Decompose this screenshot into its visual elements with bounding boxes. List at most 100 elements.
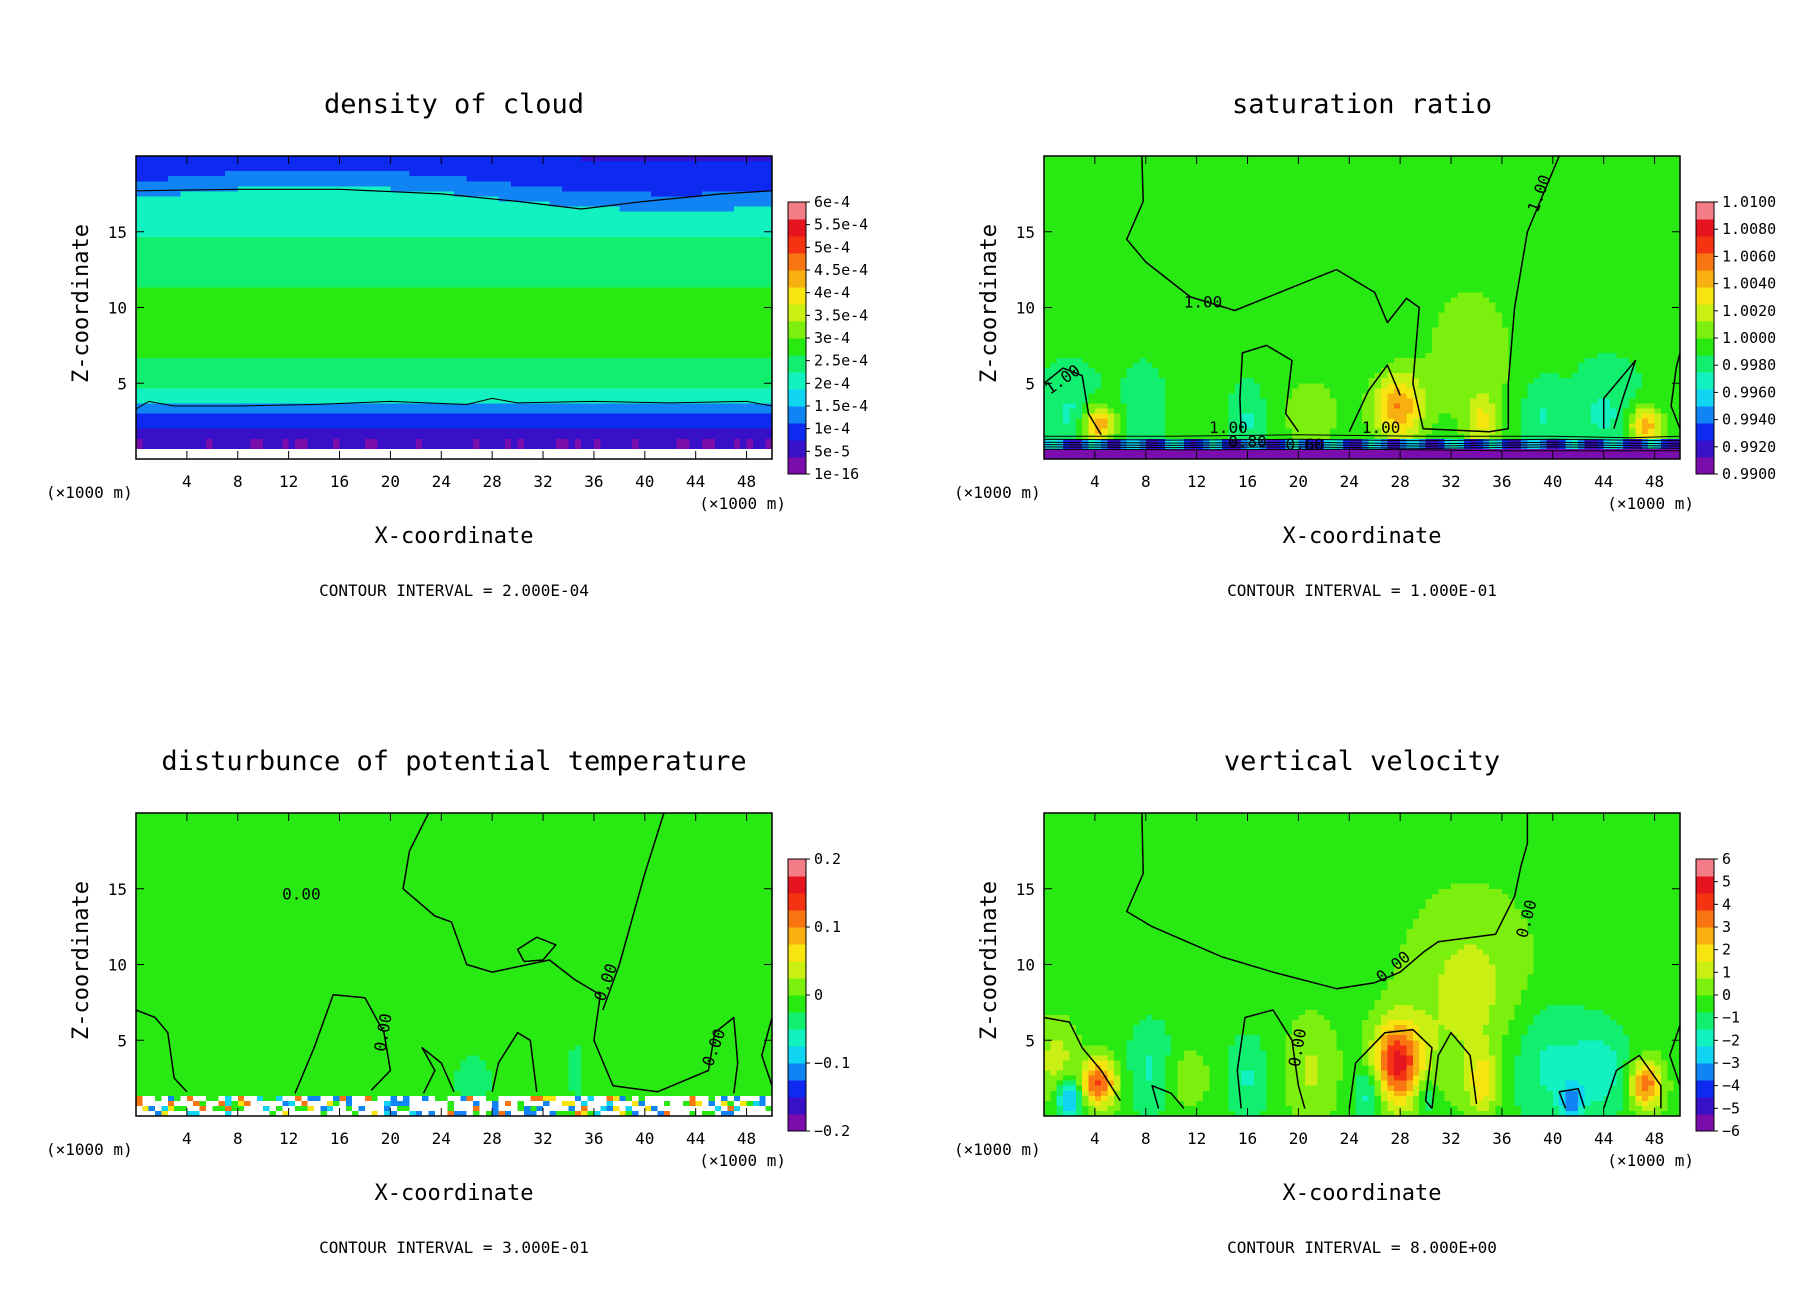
heatmap-cell [295, 176, 302, 182]
heatmap-cell [244, 232, 251, 238]
heatmap-cell [238, 333, 245, 339]
heatmap-cell [174, 373, 181, 379]
heatmap-cell [142, 393, 149, 399]
heatmap-cell [212, 338, 219, 344]
heatmap-cell [225, 217, 232, 223]
heatmap-cell [161, 277, 168, 283]
heatmap-cell [263, 232, 270, 238]
heatmap-cell [212, 449, 219, 455]
heatmap-cell [187, 217, 194, 223]
heatmap-cell [219, 434, 226, 440]
heatmap-cell [219, 171, 226, 177]
heatmap-cell [276, 378, 283, 384]
heatmap-cell [168, 171, 175, 177]
heatmap-cell [187, 227, 194, 233]
heatmap-cell [225, 368, 232, 374]
heatmap-cell [250, 323, 257, 329]
heatmap-cell [174, 449, 181, 455]
heatmap-cell [231, 207, 238, 213]
heatmap-cell [193, 449, 200, 455]
heatmap-cell [219, 222, 226, 228]
heatmap-cell [193, 363, 200, 369]
heatmap-cell [136, 212, 143, 218]
heatmap-cell [187, 323, 194, 329]
heatmap-cell [244, 383, 251, 389]
heatmap-cell [231, 247, 238, 253]
heatmap-cell [263, 222, 270, 228]
heatmap-cell [168, 363, 175, 369]
heatmap-cell [276, 262, 283, 268]
heatmap-cell [181, 191, 188, 197]
heatmap-cell [225, 449, 232, 455]
chart-title: density of cloud [324, 89, 584, 120]
heatmap-cell [238, 449, 245, 455]
heatmap-cell [276, 237, 283, 243]
heatmap-cell [257, 378, 264, 384]
heatmap-cell [212, 181, 219, 187]
heatmap-cell [270, 328, 277, 334]
heatmap-cell [289, 176, 296, 182]
heatmap-cell [219, 393, 226, 399]
heatmap-cell [212, 393, 219, 399]
heatmap-cell [250, 227, 257, 233]
heatmap-cell [149, 171, 156, 177]
heatmap-cell [168, 272, 175, 278]
heatmap-cell [270, 363, 277, 369]
heatmap-cell [238, 409, 245, 415]
heatmap-cell [168, 207, 175, 213]
heatmap-cell [289, 222, 296, 228]
heatmap-cell [263, 333, 270, 339]
heatmap-cell [193, 156, 200, 162]
heatmap-cell [295, 196, 302, 202]
heatmap-cell [276, 227, 283, 233]
heatmap-cell [136, 323, 143, 329]
heatmap-cell [142, 333, 149, 339]
heatmap-cell [206, 232, 213, 238]
heatmap-cell [231, 166, 238, 172]
heatmap-cell [270, 232, 277, 238]
heatmap-cell [174, 323, 181, 329]
heatmap-cell [212, 257, 219, 263]
heatmap-cell [289, 161, 296, 167]
heatmap-cell [238, 363, 245, 369]
heatmap-cell [174, 318, 181, 324]
heatmap-cell [136, 252, 143, 258]
heatmap-cell [174, 272, 181, 278]
heatmap-cell [174, 282, 181, 288]
heatmap-cell [219, 217, 226, 223]
heatmap-cell [295, 287, 302, 293]
heatmap-cell [244, 333, 251, 339]
heatmap-cell [168, 242, 175, 248]
heatmap-cell [270, 297, 277, 303]
heatmap-cell [206, 247, 213, 253]
heatmap-cell [187, 247, 194, 253]
heatmap-cell [142, 181, 149, 187]
heatmap-cell [231, 398, 238, 404]
heatmap-cell [289, 282, 296, 288]
heatmap-cell [181, 277, 188, 283]
heatmap-cell [270, 353, 277, 359]
heatmap-cell [295, 444, 302, 450]
heatmap-cell [187, 388, 194, 394]
heatmap-cell [257, 302, 264, 308]
heatmap-cell [263, 262, 270, 268]
heatmap-cell [187, 292, 194, 298]
heatmap-cell [212, 227, 219, 233]
heatmap-cell [244, 212, 251, 218]
heatmap-cell [231, 439, 238, 445]
heatmap-cell [142, 409, 149, 415]
heatmap-cell [263, 328, 270, 334]
heatmap-cell [250, 373, 257, 379]
heatmap-cell [301, 227, 308, 233]
heatmap-cell [161, 191, 168, 197]
heatmap-cell [276, 292, 283, 298]
heatmap-cell [257, 424, 264, 430]
heatmap-cell [136, 348, 143, 354]
heatmap-cell [263, 424, 270, 430]
heatmap-cell [225, 252, 232, 258]
heatmap-cell [289, 308, 296, 314]
heatmap-cell [250, 282, 257, 288]
heatmap-cell [270, 424, 277, 430]
heatmap-cell [257, 277, 264, 283]
heatmap-cell [200, 252, 207, 258]
